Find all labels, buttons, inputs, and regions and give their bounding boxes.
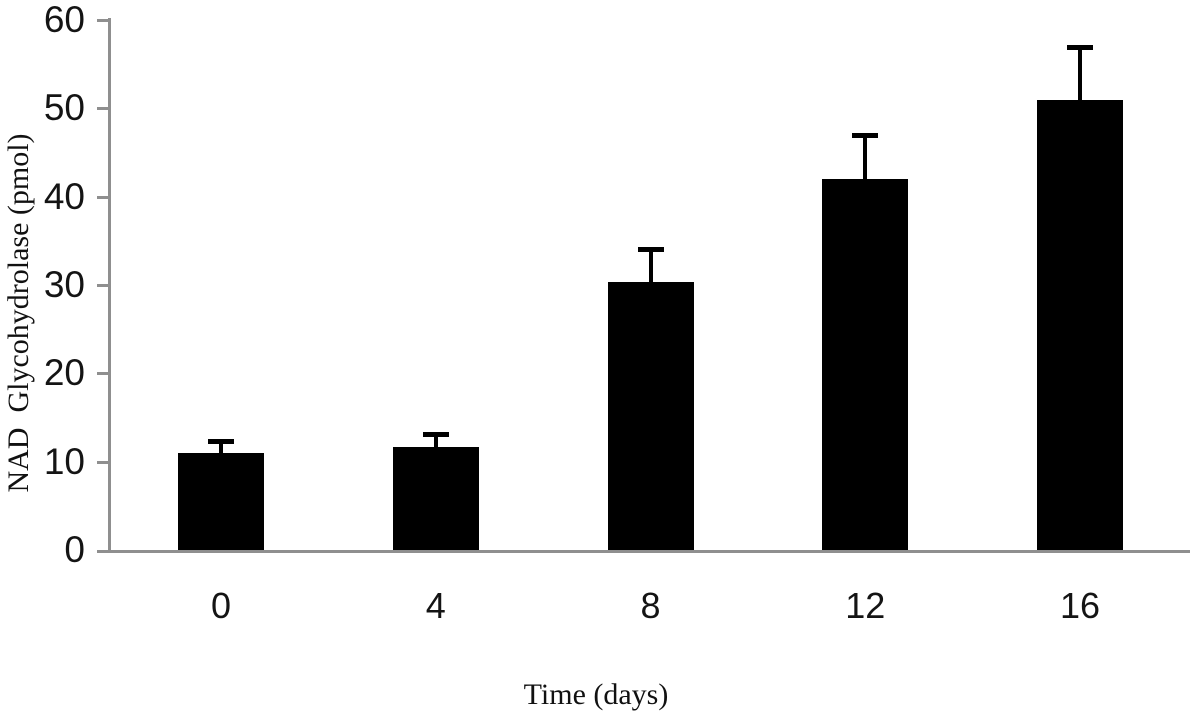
x-tick-label: 8 bbox=[640, 585, 661, 626]
y-tick bbox=[97, 284, 110, 287]
bar bbox=[607, 282, 694, 552]
x-tick-label: 12 bbox=[845, 585, 886, 626]
error-bar-cap bbox=[637, 246, 664, 252]
error-bar-stem bbox=[1078, 46, 1082, 108]
y-tick-label: 20 bbox=[43, 352, 85, 393]
y-tick bbox=[97, 461, 110, 464]
y-tick-label: 0 bbox=[64, 529, 85, 570]
y-tick-label: 60 bbox=[43, 0, 85, 40]
y-tick bbox=[97, 19, 110, 22]
y-tick-label: 10 bbox=[43, 441, 85, 482]
x-tick-label: 16 bbox=[1059, 585, 1101, 626]
error-bar-stem bbox=[219, 441, 223, 461]
x-tick-label: 0 bbox=[210, 585, 232, 626]
error-bar-cap bbox=[422, 432, 449, 438]
error-bar-cap bbox=[208, 439, 234, 445]
x-axis-title: Time (days) bbox=[523, 678, 669, 711]
y-tick bbox=[97, 372, 110, 375]
bar bbox=[392, 446, 479, 552]
y-tick bbox=[97, 196, 110, 199]
error-bar-stem bbox=[648, 248, 653, 291]
error-bar-cap bbox=[1067, 44, 1093, 50]
x-axis-line bbox=[97, 550, 1190, 553]
bar bbox=[1037, 99, 1123, 552]
y-tick-label: 30 bbox=[43, 264, 85, 305]
x-tick-label: 4 bbox=[425, 585, 446, 626]
y-tick bbox=[97, 107, 110, 110]
y-tick-label: 50 bbox=[43, 87, 85, 128]
y-tick-label: 40 bbox=[43, 176, 85, 217]
bar bbox=[178, 452, 264, 552]
error-bar-stem bbox=[433, 434, 438, 455]
error-bar-stem bbox=[863, 134, 868, 187]
error-bar-cap bbox=[852, 132, 879, 138]
bar bbox=[822, 179, 909, 552]
